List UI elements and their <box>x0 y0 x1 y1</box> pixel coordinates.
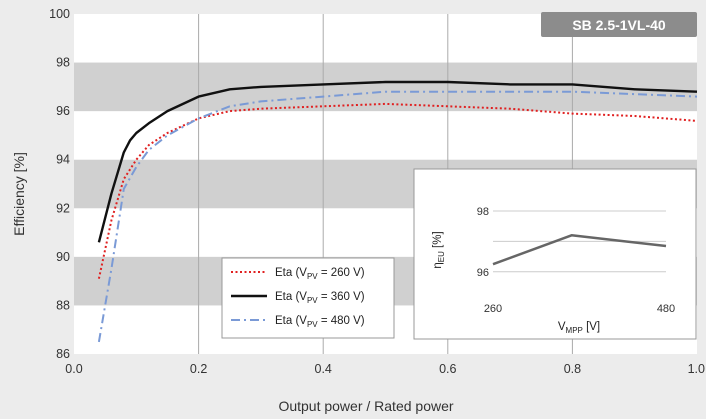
legend-label-3: Eta (VPV = 480 V) <box>275 315 365 329</box>
y-tick-label: 90 <box>56 250 70 264</box>
inset-y-title-suffix: [%] <box>432 231 444 251</box>
inset-x-title-sub: MPP <box>566 326 583 335</box>
inset-axis-labels: VMPP [V] ηEU [%] <box>432 231 600 335</box>
inset-y-axis-title: ηEU [%] <box>432 231 446 268</box>
legend-label-suffix: = 360 V) <box>318 291 365 303</box>
y-tick-label: 98 <box>56 56 70 70</box>
legend: Eta (VPV = 260 V)Eta (VPV = 360 V)Eta (V… <box>221 257 395 339</box>
x-tick-label: 0.6 <box>439 362 456 376</box>
inset-frame <box>413 168 697 340</box>
model-badge: SB 2.5-1VL-40 <box>541 12 697 37</box>
x-tick-label: 1.0 <box>688 362 705 376</box>
inset-x-title-suffix: [V] <box>583 321 600 333</box>
inset-chart: 96 98 260 480 VMPP [V] ηEU [%] <box>413 168 697 340</box>
y-tick-label: 92 <box>56 201 70 215</box>
y-tick-label: 86 <box>56 347 70 361</box>
legend-label-text: Eta (V <box>275 291 307 303</box>
y-tick-label: 88 <box>56 298 70 312</box>
inset-y-tick-label: 98 <box>477 206 489 218</box>
y-tick-label: 96 <box>56 104 70 118</box>
legend-label-sub: PV <box>307 320 318 329</box>
x-tick-label: 0.2 <box>190 362 207 376</box>
inset-x-title-text: V <box>558 321 566 333</box>
x-tick-label: 0.0 <box>65 362 82 376</box>
x-tick-label: 0.4 <box>315 362 332 376</box>
legend-label-text: Eta (V <box>275 315 307 327</box>
inset-series <box>492 234 667 266</box>
inset-x-tick-label: 260 <box>484 303 502 315</box>
legend-label-text: Eta (V <box>275 267 307 279</box>
legend-label-1: Eta (VPV = 260 V) <box>275 267 365 281</box>
y-tick-label: 100 <box>49 7 70 21</box>
y-tick-label: 94 <box>56 153 70 167</box>
legend-label-suffix: = 480 V) <box>318 315 365 327</box>
inset-gridlines <box>493 210 666 273</box>
series-line-1 <box>97 102 698 279</box>
legend-label-suffix: = 260 V) <box>318 267 365 279</box>
inset-x-tick-label: 480 <box>657 303 675 315</box>
legend-label-2: Eta (VPV = 360 V) <box>275 291 365 305</box>
x-axis-title: Output power / Rated power <box>278 398 453 414</box>
model-label: SB 2.5-1VL-40 <box>572 17 666 33</box>
legend-label-sub: PV <box>307 296 318 305</box>
series-layer <box>97 80 698 343</box>
x-tick-label: 0.8 <box>564 362 581 376</box>
y-tick-labels: 86 88 90 92 94 96 98 100 <box>49 7 70 361</box>
inset-x-axis-title: VMPP [V] <box>558 321 600 335</box>
inset-y-title-text: η <box>432 262 444 268</box>
y-axis-title: Efficiency [%] <box>11 152 27 236</box>
inset-y-tick-label: 96 <box>477 267 489 279</box>
series-line-2 <box>97 80 698 243</box>
x-tick-labels: 0.0 0.2 0.4 0.6 0.8 1.0 <box>65 362 705 376</box>
inset-y-title-sub: EU <box>437 251 446 262</box>
inset-series-line <box>492 234 667 266</box>
legend-label-sub: PV <box>307 272 318 281</box>
inset-tick-labels: 96 98 260 480 <box>477 206 675 315</box>
series-line-3 <box>97 90 698 343</box>
